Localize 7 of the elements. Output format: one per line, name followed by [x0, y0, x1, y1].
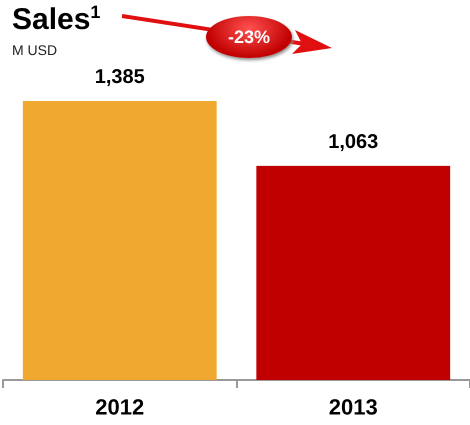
data-label: 1,385 [94, 66, 145, 88]
data-label: 1,063 [328, 130, 378, 153]
chart-subtitle: M USD [12, 42, 58, 58]
x-tick-label: 2012 [95, 394, 144, 420]
x-tick-label: 2013 [328, 394, 378, 420]
chart-title: Sales$^{1}$ [12, 2, 100, 37]
text: -23% [206, 16, 292, 58]
